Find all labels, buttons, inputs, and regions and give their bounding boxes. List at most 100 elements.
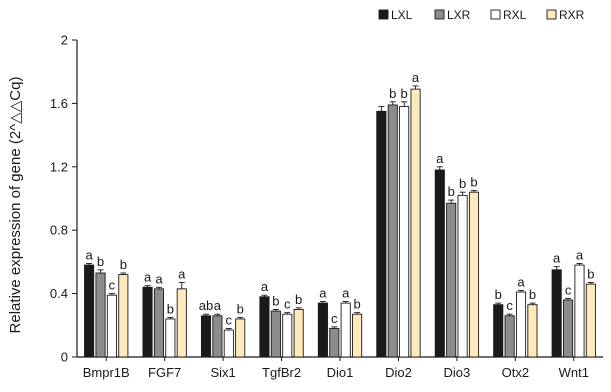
legend-item-lxr: LXR [434, 8, 471, 22]
bar-lxr-tgfbr2 [270, 310, 281, 358]
bar-lxl-bmpr1b [84, 264, 95, 358]
significance-label: b [272, 293, 279, 308]
bar-lxl-dio3 [434, 169, 445, 358]
bar-rxr-bmpr1b [118, 274, 129, 358]
bar-lxl-six1 [200, 315, 212, 358]
bar-group-bmpr1b: a bcb [84, 247, 129, 358]
bar-rxl-dio1 [340, 302, 351, 358]
significance-label: a [517, 274, 525, 289]
y-tick-label: 0 [61, 350, 68, 365]
legend-swatch [378, 9, 389, 20]
y-tick-label: 0.8 [50, 223, 68, 238]
significance-label: a [86, 247, 94, 262]
y-axis: 0 0.4 0.8 1.2 1.6 2 [50, 33, 77, 365]
bar-rxr-dio2 [410, 88, 421, 358]
bar-lxr-dio3 [446, 202, 457, 358]
category-label: Dio2 [385, 365, 412, 380]
bar-group-dio3: abb b [434, 151, 480, 358]
category-label: Wnt1 [559, 365, 589, 380]
category-label: Otx2 [502, 365, 529, 380]
significance-label: a [553, 251, 561, 266]
bar-rxl-dio3 [457, 194, 468, 358]
significance-label: a [178, 267, 186, 282]
bar-rxr-six1 [235, 318, 246, 358]
bar-rxl-wnt1 [574, 264, 585, 358]
bar-rxl-bmpr1b [106, 294, 117, 358]
significance-label: a [342, 286, 350, 301]
bar-rxr-fgf7 [176, 288, 187, 358]
bar-lxl-otx2 [493, 304, 504, 358]
significance-label: b [97, 254, 104, 269]
significance-label: b [295, 292, 302, 307]
bar-group-tgfbr2: ab c b [259, 279, 304, 358]
significance-label: b [529, 287, 536, 302]
y-tick-label: 1.2 [50, 159, 68, 174]
bar-rxl-otx2 [515, 291, 527, 358]
significance-label: c [284, 297, 291, 312]
category-label: FGF7 [148, 365, 181, 380]
bar-rxl-fgf7 [165, 318, 176, 358]
bar-group-dio2: b ba [376, 70, 421, 358]
category-label: Bmpr1B [83, 365, 130, 380]
bar-rxr-dio3 [468, 191, 480, 358]
legend-label: RXR [559, 8, 585, 22]
significance-label: a [155, 271, 163, 286]
bar-group-fgf7: a aba [142, 267, 187, 358]
significance-label: b [353, 297, 360, 312]
category-label: Six1 [210, 365, 235, 380]
bar-lxr-fgf7 [153, 288, 165, 358]
bar-rxr-otx2 [527, 304, 538, 358]
category-label: Dio1 [327, 365, 354, 380]
significance-label: b [459, 176, 466, 191]
significance-label: b [495, 287, 502, 302]
bar-rxl-six1 [223, 329, 234, 358]
y-tick-label: 2 [61, 33, 68, 48]
bar-lxl-dio2 [376, 110, 387, 358]
bar-group-six1: ab acb [199, 298, 246, 358]
legend-label: LXL [391, 8, 413, 22]
bar-rxl-dio2 [399, 106, 410, 358]
bar-lxr-wnt1 [563, 299, 574, 358]
significance-label: b [120, 257, 127, 272]
significance-label: b [470, 175, 477, 190]
legend-swatch [546, 9, 557, 20]
bar-lxr-dio1 [329, 328, 340, 358]
y-axis-title: Relative expression of gene (2^△△Cq) [7, 77, 24, 334]
significance-label: a [319, 286, 327, 301]
significance-label: a [144, 270, 152, 285]
bar-lxr-bmpr1b [95, 272, 106, 358]
significance-label: a [576, 247, 584, 262]
bar-lxr-dio2 [387, 104, 398, 358]
legend-label: RXL [503, 8, 527, 22]
significance-label: a [412, 70, 420, 85]
legend-item-rxr: RXR [546, 8, 585, 22]
bar-rxr-tgfbr2 [293, 309, 304, 358]
bar-lxr-six1 [212, 315, 223, 358]
bar-rxr-dio1 [352, 313, 363, 358]
significance-label: b [237, 301, 244, 316]
significance-label: a [214, 298, 222, 313]
significance-label: b [389, 86, 396, 101]
significance-label: a [436, 151, 444, 166]
legend-swatch [434, 9, 445, 20]
y-tick-label: 1.6 [50, 96, 68, 111]
legend: LXL LXR RXL RXR [378, 8, 585, 22]
legend-item-lxl: LXL [378, 8, 413, 22]
significance-label: b [587, 267, 594, 282]
significance-label: a [261, 279, 269, 294]
bar-rxl-tgfbr2 [282, 313, 293, 358]
bar-lxl-dio1 [317, 302, 328, 358]
bar-lxl-wnt1 [551, 269, 562, 358]
bar-lxr-otx2 [504, 315, 515, 358]
bar-lxl-fgf7 [142, 286, 153, 358]
significance-label: c [565, 282, 572, 297]
significance-label: c [506, 298, 513, 313]
legend-item-rxl: RXL [490, 8, 527, 22]
x-axis: Bmpr1B FGF7 Six1 TgfBr2 Dio1 Dio2 Dio3 Otx2 Wnt1 [83, 357, 589, 380]
significance-label: b [401, 86, 408, 101]
